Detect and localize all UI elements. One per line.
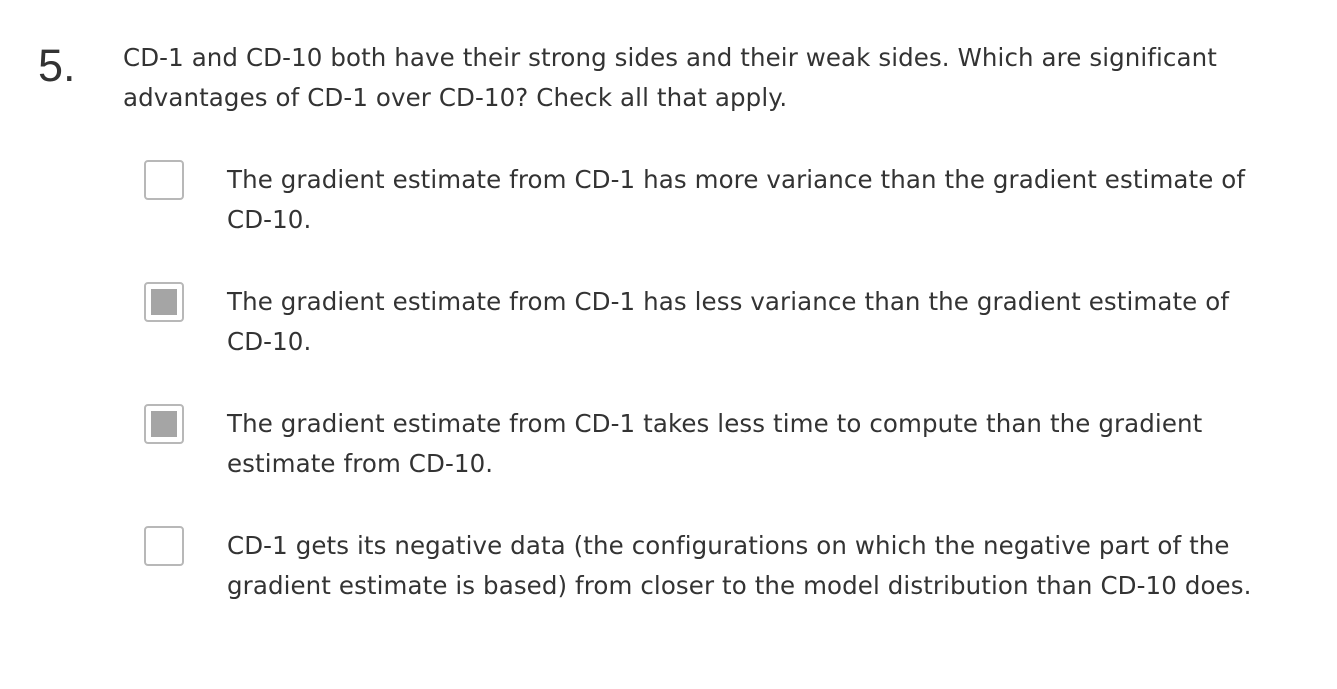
checkbox-check-mark [151, 289, 177, 315]
option-label[interactable]: The gradient estimate from CD-1 has more… [227, 165, 1246, 234]
option-checkbox[interactable] [144, 526, 184, 566]
option-checkbox[interactable] [144, 404, 184, 444]
option-checkbox[interactable] [144, 282, 184, 322]
question-number: 5. [38, 40, 76, 91]
question-prompt: CD-1 and CD-10 both have their strong si… [123, 43, 1217, 112]
option-checkbox[interactable] [144, 160, 184, 200]
option-label[interactable]: The gradient estimate from CD-1 takes le… [227, 409, 1203, 478]
option-label[interactable]: The gradient estimate from CD-1 has less… [227, 287, 1230, 356]
checkbox-check-mark [151, 411, 177, 437]
option-label[interactable]: CD-1 gets its negative data (the configu… [227, 531, 1252, 600]
